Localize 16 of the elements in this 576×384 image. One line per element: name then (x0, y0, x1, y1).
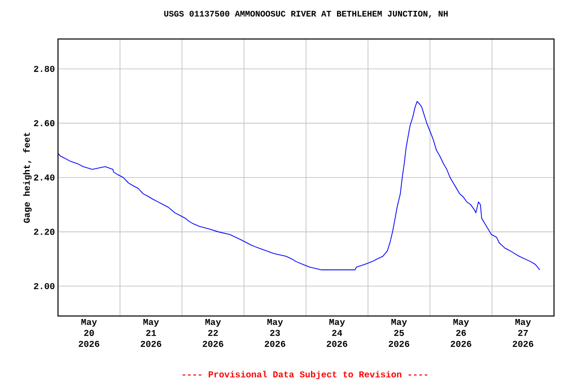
y-tick-label: 2.00 (34, 283, 54, 290)
x-tick-label: May 20 2026 (78, 319, 100, 347)
x-tick-label: May 21 2026 (140, 319, 162, 347)
text: ---- Provisional Data Subject to Revision ---- (182, 370, 428, 380)
y-tick-label: 2.40 (34, 174, 54, 181)
y-tick-label: 2.20 (34, 228, 54, 235)
x-tick-label: May 23 2026 (264, 319, 286, 347)
x-tick-label: May 24 2026 (326, 319, 348, 347)
x-tick-label: May 25 2026 (388, 319, 410, 347)
x-tick-label: May 26 2026 (450, 319, 472, 347)
y-tick-label: 2.60 (34, 120, 54, 126)
y-axis-title: Gage height, feet (23, 132, 32, 223)
x-tick-label: May 27 2026 (512, 319, 534, 347)
y-tick-label: 2.80 (34, 66, 54, 72)
chart-title: USGS 01137500 AMMONOOSUC RIVER AT BETHLEHEM JUNCTION, NH (164, 10, 448, 18)
x-tick-label: May 22 2026 (202, 319, 224, 347)
